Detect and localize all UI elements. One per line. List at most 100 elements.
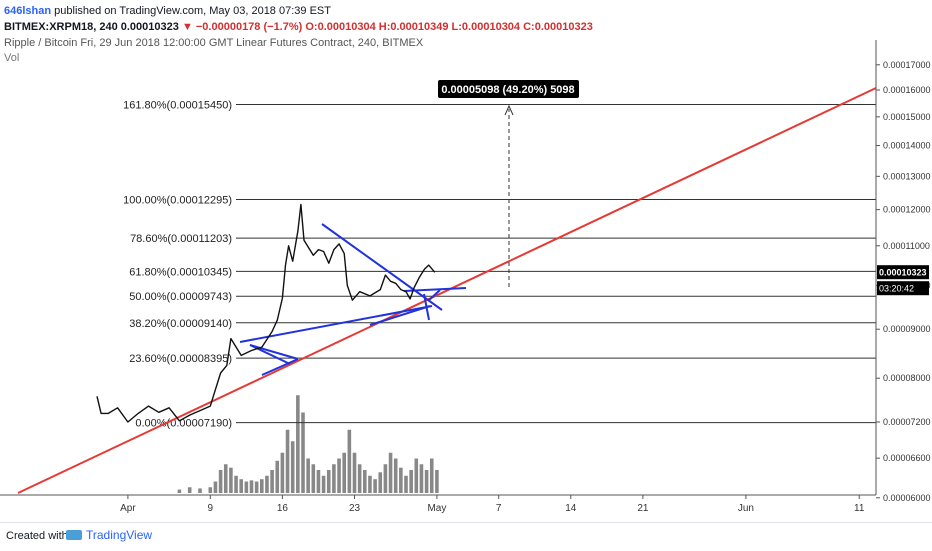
price-tick-label: 0.00006000	[883, 493, 931, 503]
time-tick-label: 11	[854, 503, 865, 514]
fib-level-label: 38.20%(0.00009140)	[129, 318, 232, 330]
price-tick-label: 0.00012000	[883, 205, 931, 215]
volume-bar	[290, 441, 295, 493]
volume-bar	[249, 480, 254, 493]
triangle-pattern-line	[423, 293, 430, 321]
volume-bar	[254, 481, 259, 493]
volume-bar	[229, 467, 233, 493]
price-line	[96, 203, 436, 423]
fib-level-label: 61.80%(0.00010345)	[129, 266, 232, 278]
countdown-tag	[877, 281, 929, 296]
triangle-pattern-line	[261, 358, 299, 376]
volume-bar	[213, 481, 218, 493]
time-tick-label: 23	[349, 503, 361, 514]
volume-bar	[409, 470, 413, 493]
price-tick-label: 0.00006600	[883, 453, 931, 463]
footer: Created with TradingView	[0, 522, 932, 551]
volume-bar	[342, 452, 346, 493]
published-text: published on TradingView.com, May 03, 20…	[54, 5, 331, 17]
time-tick-label: 21	[637, 503, 649, 514]
measure-arrow-icon	[504, 104, 514, 116]
volume-bar	[316, 470, 321, 493]
volume-bar	[435, 470, 439, 493]
time-tick-label: 16	[277, 503, 289, 514]
tradingview-logo-icon	[66, 530, 82, 540]
volume-bars	[177, 395, 439, 493]
price-tick-label: 0.00008000	[883, 373, 931, 383]
volume-bar	[244, 481, 249, 493]
price-tick-label: 0.00011000	[883, 241, 930, 251]
triangle-pattern-line	[249, 344, 299, 360]
volume-bar	[332, 464, 336, 493]
volume-bar	[388, 452, 393, 493]
volume-bar	[368, 475, 372, 493]
volume-bar	[337, 458, 341, 493]
price-series	[96, 203, 436, 423]
volume-bar	[275, 460, 280, 493]
volume-bar	[326, 470, 331, 493]
fib-level-label: 78.60%(0.00011203)	[130, 233, 232, 245]
created-with-text: Created with	[6, 530, 68, 542]
price-tick-label: 0.00017000	[883, 60, 931, 70]
price-tick-label: 0.00015000	[883, 112, 931, 122]
time-tick-label: 14	[565, 503, 577, 514]
volume-bar	[301, 412, 305, 493]
volume-bar	[373, 479, 377, 493]
volume-bar	[239, 479, 243, 493]
volume-bar	[198, 488, 202, 493]
triangle-pattern-line	[427, 289, 441, 302]
time-tick-label: Apr	[120, 503, 136, 514]
author-link[interactable]: 646lshan	[4, 5, 52, 17]
volume-bar	[429, 458, 434, 493]
volume-bar	[321, 475, 326, 493]
volume-bar	[208, 487, 213, 493]
volume-bar	[357, 464, 362, 493]
change-text: ▼ −0.00000178 (−1.7%)	[181, 21, 303, 33]
volume-bar	[306, 458, 310, 493]
volume-bar	[311, 464, 316, 493]
volume-bar	[393, 458, 398, 493]
volume-bar	[218, 470, 223, 493]
triangle-pattern-line	[403, 287, 467, 292]
price-axis[interactable]: 0.00017000 0.00016000 0.00015000 0.00014000…	[875, 40, 931, 503]
volume-bar	[363, 470, 367, 493]
volume-bar	[223, 464, 228, 493]
triangle-pattern-line	[369, 305, 431, 326]
trendlines	[17, 87, 877, 494]
fib-levels: 161.80%(0.00015450) 100.00%(0.00012295) 78…	[123, 100, 876, 430]
price-tick-label: 0.00014000	[883, 141, 931, 151]
fib-level-label: 23.60%(0.00008395)	[129, 353, 232, 365]
volume-bar	[280, 452, 285, 493]
volume-bar	[270, 470, 274, 493]
volume-bar	[234, 475, 238, 493]
chart-title: Ripple / Bitcoin Fri, 29 Jun 2018 12:00:…	[4, 37, 424, 49]
fib-level-label: 100.00%(0.00012295)	[123, 195, 232, 207]
ascending-trendline	[17, 87, 877, 494]
price-tick-label: 0.00013000	[883, 171, 931, 181]
volume-bar	[399, 467, 403, 493]
fib-level-label: 161.80%(0.00015450)	[123, 100, 232, 112]
time-axis[interactable]: Apr 9 16 23 May 7 14 21 Jun 11	[0, 494, 876, 514]
countdown-label: 03:20:42	[879, 284, 914, 294]
publish-line: 646lshan published on TradingView.com, M…	[4, 3, 864, 19]
chart-header: 646lshan published on TradingView.com, M…	[4, 3, 864, 65]
volume-bar	[378, 472, 383, 493]
tradingview-link[interactable]: TradingView	[66, 528, 152, 542]
time-tick-label: May	[427, 503, 446, 514]
measure-label-box	[438, 80, 579, 98]
last-price-label: 0.00010323	[879, 268, 927, 278]
volume-bar	[177, 489, 182, 493]
measure-label: 0.00005098 (49.20%) 5098	[441, 84, 574, 96]
volume-bar	[419, 464, 424, 493]
fib-level-label: 50.00%(0.00009743)	[129, 291, 232, 303]
volume-bar	[414, 458, 419, 493]
volume-bar	[265, 475, 269, 493]
volume-bar	[260, 479, 264, 493]
tradingview-brand: TradingView	[86, 528, 153, 542]
triangle-pattern-line	[239, 305, 433, 343]
volume-bar	[187, 487, 192, 493]
volume-bar	[404, 475, 408, 493]
volume-bar	[352, 452, 357, 493]
time-tick-label: 7	[496, 503, 502, 514]
symbol-line: BITMEX:XRPM18, 240 0.00010323 ▼ −0.00000…	[4, 19, 864, 35]
